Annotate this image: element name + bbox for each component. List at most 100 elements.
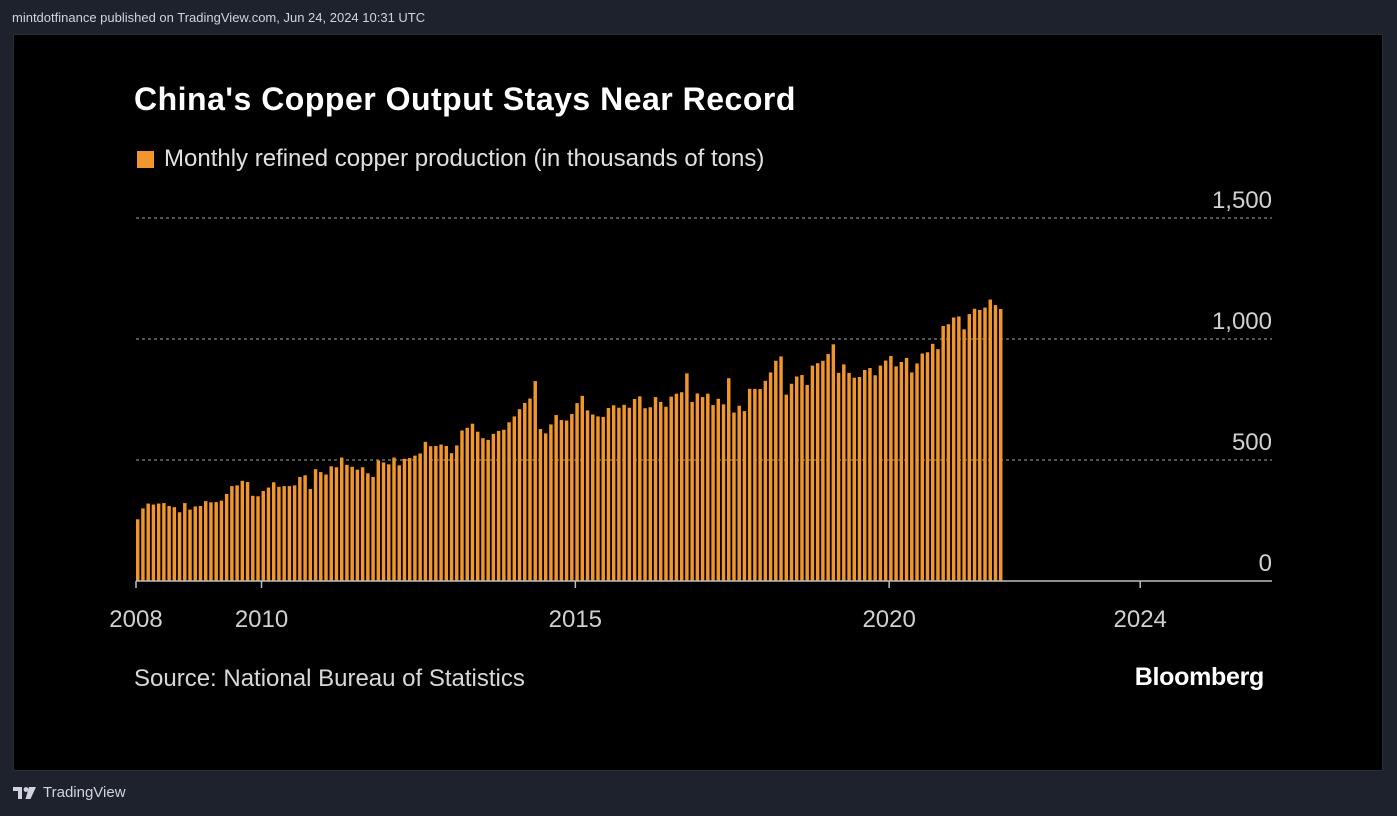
- bar: [460, 430, 464, 581]
- bar: [444, 445, 449, 581]
- bar: [857, 376, 862, 581]
- bar: [632, 399, 637, 581]
- bar: [439, 444, 443, 581]
- bar: [810, 365, 815, 581]
- bar: [889, 355, 893, 581]
- x-tick-label: 2024: [1114, 606, 1167, 633]
- bar: [428, 446, 433, 581]
- bar: [784, 394, 788, 581]
- bar: [533, 381, 537, 581]
- tradingview-footer[interactable]: TradingView: [13, 784, 126, 801]
- bar: [397, 465, 401, 581]
- bar: [690, 401, 694, 581]
- tradingview-logo-icon: [13, 786, 36, 799]
- bar: [737, 405, 741, 581]
- bar: [946, 324, 951, 581]
- bar: [873, 375, 877, 581]
- bar: [418, 453, 422, 581]
- bar: [721, 404, 726, 581]
- bar: [936, 349, 940, 581]
- bar: [706, 393, 710, 581]
- bar: [256, 496, 260, 581]
- bar: [925, 352, 930, 581]
- bar: [795, 376, 799, 581]
- bar: [517, 409, 522, 581]
- legend: Monthly refined copper production (in th…: [137, 145, 764, 173]
- bar: [685, 373, 689, 581]
- bar: [219, 500, 224, 581]
- bar: [146, 503, 150, 581]
- bar: [209, 502, 213, 581]
- bar: [559, 420, 564, 581]
- bar: [591, 414, 595, 581]
- legend-label: Monthly refined copper production (in th…: [164, 145, 765, 172]
- bar: [507, 422, 511, 581]
- bar: [564, 420, 569, 581]
- bar: [716, 398, 721, 581]
- bar: [747, 388, 752, 581]
- bar: [376, 460, 381, 581]
- bar: [407, 458, 412, 581]
- y-tick-label: 1,000: [1212, 308, 1272, 335]
- bar: [596, 416, 600, 581]
- publish-info: mintdotfinance published on TradingView.…: [12, 10, 426, 25]
- bar: [774, 360, 778, 581]
- bar: [277, 486, 281, 581]
- bar: [789, 383, 794, 581]
- bar: [700, 397, 705, 581]
- bar: [188, 509, 192, 581]
- bar: [455, 445, 459, 581]
- bar-chart: 0 500 1,000 1,500 2008 2010 2015 2020 2024: [109, 187, 1272, 633]
- bar: [538, 429, 543, 581]
- bar: [904, 357, 909, 581]
- bar: [910, 372, 914, 581]
- bar: [920, 353, 924, 581]
- legend-swatch: [137, 150, 154, 168]
- bar: [627, 407, 632, 581]
- bar: [727, 378, 731, 581]
- bar: [350, 466, 354, 581]
- bar: [695, 393, 700, 581]
- y-tick-label: 500: [1232, 429, 1272, 456]
- bar: [313, 469, 318, 581]
- bar: [580, 395, 585, 581]
- bar: [392, 457, 396, 581]
- bar: [496, 430, 501, 581]
- y-tick-label: 1,500: [1212, 187, 1272, 214]
- bar: [151, 504, 156, 581]
- bar: [177, 512, 182, 581]
- bar: [292, 485, 297, 581]
- bar: [339, 457, 344, 581]
- bar: [224, 493, 229, 581]
- bar: [570, 414, 574, 581]
- bar: [423, 441, 428, 581]
- bar: [523, 402, 527, 581]
- bar: [617, 407, 621, 581]
- bar: [345, 464, 349, 581]
- bar: [674, 393, 679, 581]
- chart-card: China's Copper Output Stays Near Record …: [13, 34, 1383, 771]
- bar: [972, 308, 977, 581]
- bar: [601, 416, 605, 581]
- bar: [230, 486, 234, 581]
- bar: [235, 485, 239, 581]
- bar: [360, 467, 365, 581]
- bar: [486, 439, 490, 581]
- bar: [585, 410, 590, 581]
- bar: [303, 475, 307, 581]
- bar: [815, 363, 820, 581]
- bar: [779, 356, 783, 581]
- bar: [434, 445, 438, 581]
- bar: [240, 480, 245, 581]
- bar: [638, 396, 642, 581]
- bar: [366, 473, 370, 581]
- bar: [894, 366, 898, 581]
- bar: [413, 455, 417, 581]
- bar: [162, 503, 166, 581]
- bar: [998, 308, 1003, 581]
- bar: [862, 369, 867, 581]
- bar: [758, 389, 762, 581]
- bar: [831, 344, 836, 581]
- bar: [768, 372, 773, 581]
- bar: [287, 486, 292, 581]
